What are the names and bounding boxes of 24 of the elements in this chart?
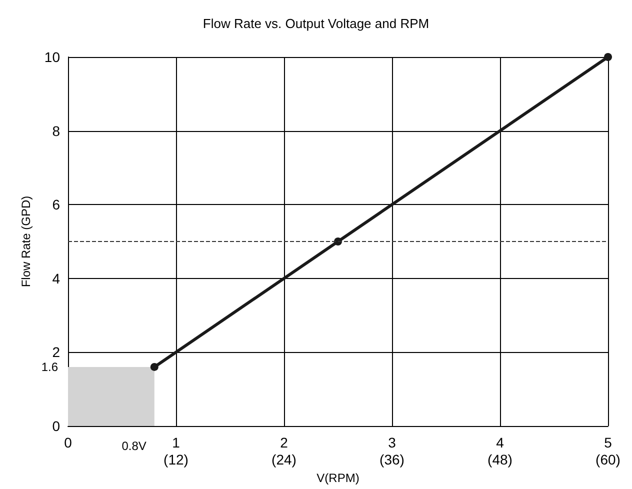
y-tick-label: 2 [52,344,60,360]
x-tick-label: 2 [280,434,288,450]
x-tick-label: 0 [64,434,72,450]
x2-tick-label: (36) [380,452,404,468]
y-tick-label: 6 [52,196,60,213]
x-tick-label: 1 [172,434,180,450]
point [604,53,612,61]
y-axis-title: Flow Rate (GPD) [19,196,33,288]
x-tick-label: 5 [604,434,612,450]
y-tick-label: 4 [52,270,60,286]
annotation: 0.8V [122,439,146,453]
x2-tick-label: (48) [488,452,512,468]
x2-tick-label: (24) [272,452,296,468]
x2-tick-label: (12) [164,452,188,468]
annotation: 1.6 [41,360,58,374]
y-tick-label: 10 [44,49,60,65]
y-tick-label: 8 [52,122,60,139]
point [150,362,158,371]
y-tick-label: 0 [52,418,60,434]
x-tick-label: 3 [388,434,396,450]
x2-tick-label: (60) [596,452,620,468]
chart-title: Flow Rate vs. Output Voltage and RPM [202,16,430,31]
x-tick-label: 4 [496,434,504,450]
x-axis-title: V(RPM) [316,471,360,485]
